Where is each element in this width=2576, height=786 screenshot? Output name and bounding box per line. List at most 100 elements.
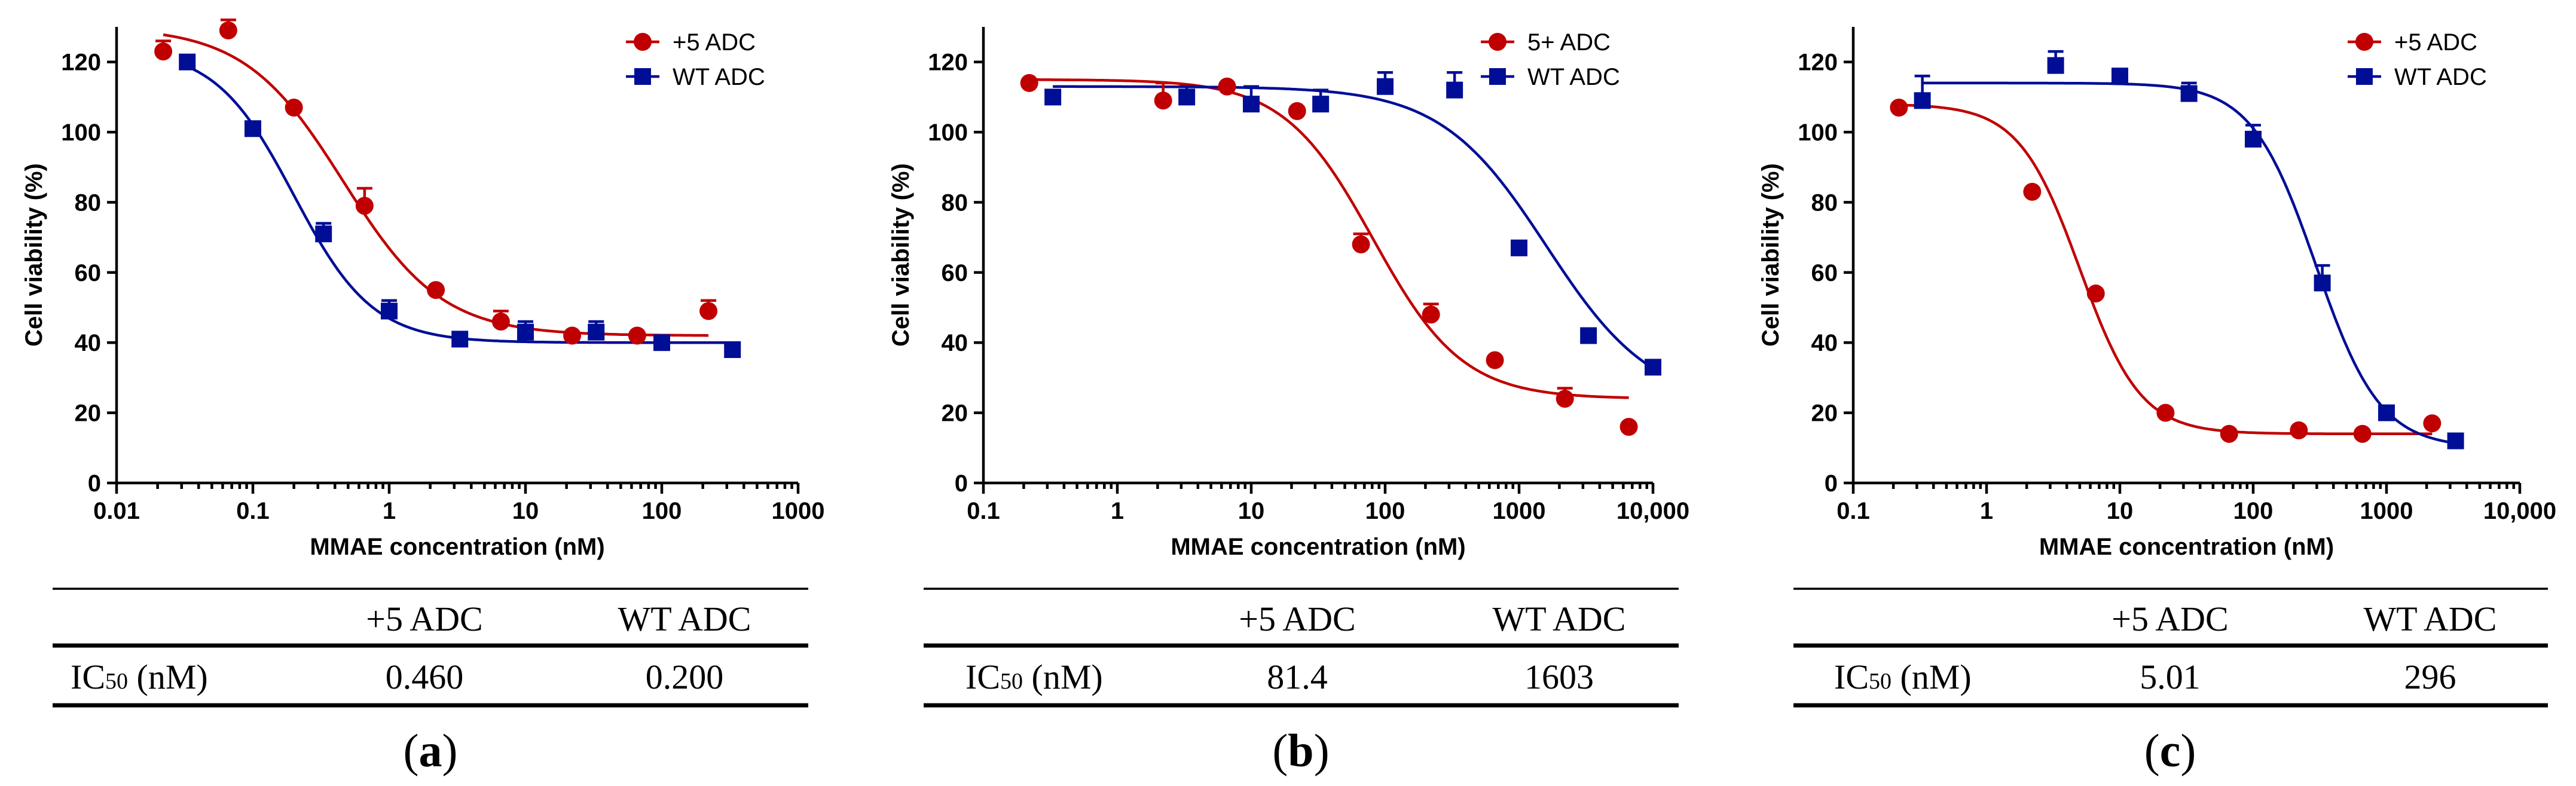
data-point	[724, 341, 741, 358]
fit-curve-5-adc	[1029, 78, 1629, 399]
x-tick-label: 1	[1980, 498, 1993, 524]
data-point	[2290, 421, 2308, 439]
legend-marker	[1489, 68, 1506, 85]
table-header-cell: +5 ADC	[2111, 600, 2228, 638]
y-axis-title: Cell viability (%)	[1758, 163, 1784, 347]
data-point	[1446, 81, 1463, 99]
data-point	[1312, 96, 1330, 113]
y-tick-label: 0	[955, 470, 968, 497]
table-row-label: IC50 (nM)	[1834, 657, 1972, 696]
y-tick-label: 80	[942, 189, 968, 216]
x-tick-label: 1000	[2360, 498, 2413, 524]
legend-entry: WT ADC	[673, 64, 765, 90]
x-tick-label: 100	[2233, 498, 2274, 524]
y-tick-label: 20	[1811, 400, 1838, 427]
legend-entry: +5 ADC	[673, 29, 756, 56]
ic50-value: 5.01	[2140, 657, 2201, 696]
x-tick-label: 0.1	[236, 498, 270, 524]
ic50-value: 0.460	[386, 657, 464, 696]
data-point	[1511, 239, 1527, 256]
y-tick-label: 100	[1798, 120, 1838, 146]
data-point	[2220, 424, 2238, 443]
legend-entry: WT ADC	[1527, 64, 1620, 90]
ic50-value: 1603	[1524, 657, 1594, 696]
data-point	[1218, 77, 1236, 96]
y-axis-title: Cell viability (%)	[888, 163, 914, 347]
legend-entry: 5+ ADC	[1527, 29, 1611, 56]
data-point	[491, 313, 510, 331]
y-tick-label: 80	[75, 189, 102, 216]
x-tick-label: 10	[512, 498, 539, 524]
data-point	[154, 42, 173, 61]
data-point	[2086, 285, 2105, 303]
y-tick-label: 40	[942, 330, 968, 356]
panel-label: (a)	[404, 724, 458, 776]
data-point	[1890, 98, 1908, 117]
data-point	[285, 98, 303, 117]
table-header-cell: WT ADC	[2364, 600, 2497, 638]
data-point	[381, 302, 398, 320]
data-point	[1486, 351, 1504, 369]
data-point	[2180, 85, 2198, 102]
x-tick-label: 1	[383, 498, 396, 524]
data-point	[245, 120, 261, 137]
x-tick-label: 100	[1365, 498, 1405, 524]
x-tick-label: 0.1	[1836, 498, 1870, 524]
y-tick-label: 0	[1825, 470, 1838, 497]
y-tick-label: 40	[75, 330, 102, 356]
data-point	[427, 281, 445, 299]
data-point	[699, 302, 718, 320]
data-point	[2111, 68, 2128, 85]
y-tick-label: 60	[1811, 260, 1838, 286]
data-point	[1580, 327, 1597, 344]
data-point	[315, 225, 332, 243]
data-point	[2314, 274, 2331, 292]
y-tick-label: 20	[942, 400, 968, 427]
legend-marker	[634, 33, 652, 51]
y-tick-label: 120	[1798, 50, 1838, 76]
x-tick-label: 10	[2107, 498, 2134, 524]
ic50-table: +5 ADC WT ADC IC50 (nM) 0.460 0.200	[53, 588, 808, 708]
x-tick-label: 0.01	[93, 498, 140, 524]
y-tick-label: 80	[1811, 189, 1838, 216]
panel-label: (c)	[2144, 724, 2196, 776]
legend-marker	[2356, 68, 2373, 85]
x-tick-label: 1000	[1493, 498, 1546, 524]
y-tick-label: 60	[942, 260, 968, 286]
legend-entry: +5 ADC	[2394, 29, 2477, 56]
data-point	[563, 326, 582, 345]
data-point	[1645, 359, 1661, 376]
data-point	[1377, 78, 1394, 95]
data-point	[2156, 403, 2175, 422]
x-tick-label: 0.1	[967, 498, 1000, 524]
fit-curve--5-adc	[1899, 103, 2433, 436]
y-tick-label: 0	[88, 470, 101, 497]
fit-curve-wt-adc	[1053, 85, 1654, 369]
ic50-value: 296	[2404, 657, 2456, 696]
data-point	[355, 197, 374, 215]
data-point	[2047, 57, 2064, 74]
data-point	[2447, 432, 2464, 449]
data-point	[1352, 235, 1370, 253]
x-axis-title: MMAE concentration (nM)	[2039, 534, 2334, 560]
legend-marker	[2355, 33, 2373, 51]
data-point	[1619, 418, 1638, 436]
chart-panel-c: 0 20 40 60 80 100 120 0.1 1 10 100 1000 10,000 MMAE c…	[1758, 27, 2556, 776]
data-point	[2245, 130, 2262, 148]
data-point	[1914, 92, 1931, 109]
table-row-label: IC50 (nM)	[71, 657, 208, 696]
data-point	[588, 323, 605, 341]
ic50-value: 81.4	[1267, 657, 1328, 696]
y-axis-title: Cell viability (%)	[21, 163, 47, 347]
x-tick-label: 1000	[772, 498, 825, 524]
chart-panel-b: 0 20 40 60 80 100 120 0.1 1 10 100 1000 10,000 MMAE c…	[888, 27, 1689, 776]
data-point	[1020, 74, 1038, 92]
data-point	[2423, 414, 2441, 433]
legend-marker	[1489, 33, 1507, 51]
x-tick-label: 100	[642, 498, 682, 524]
data-point	[179, 53, 196, 71]
x-tick-label: 10,000	[1617, 498, 1689, 524]
y-tick-label: 120	[61, 50, 101, 76]
data-point	[1154, 91, 1172, 110]
